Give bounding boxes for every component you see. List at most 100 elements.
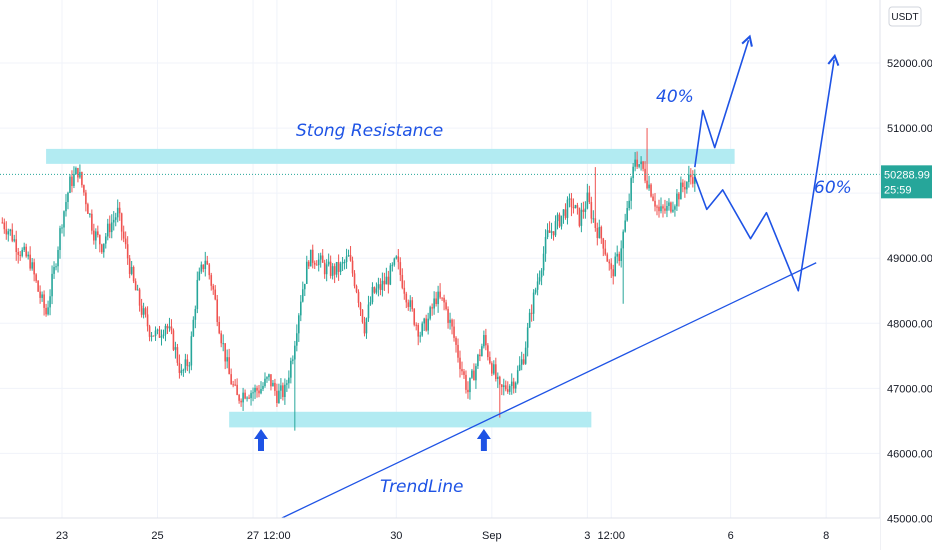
candle-body: [672, 209, 674, 212]
projection-path-40[interactable]: [694, 34, 753, 168]
time-tick-label: 12:00: [263, 530, 291, 542]
candle-body: [198, 271, 201, 280]
candle-body: [516, 370, 519, 383]
countdown-label: 25:59: [884, 184, 912, 196]
candle-body: [566, 199, 569, 218]
candle-body: [63, 211, 65, 228]
candle-body: [45, 307, 47, 315]
candle-body: [47, 307, 49, 315]
candle-body: [144, 308, 147, 315]
candle-body: [69, 176, 71, 193]
candle-body: [508, 386, 511, 392]
candle-body: [186, 359, 189, 366]
candle-body: [71, 176, 73, 186]
currency-badge[interactable]: [888, 6, 922, 27]
candle-body: [429, 307, 431, 319]
candle-body: [514, 382, 517, 389]
candle-body: [682, 182, 684, 187]
time-tick-label: 23: [56, 530, 68, 542]
candle-body: [156, 329, 159, 331]
candle-body: [550, 231, 553, 233]
candle-body: [79, 172, 81, 178]
candle-body: [29, 254, 31, 269]
candle-body: [331, 266, 334, 276]
candle-body: [437, 291, 439, 305]
time-axis[interactable]: 23 25 27 12:00 30 Sep 3 12:00 6 8: [0, 517, 880, 550]
candle-body: [500, 384, 503, 388]
candle-body: [268, 374, 270, 378]
candle-body: [626, 208, 628, 221]
trendline-label: TrendLine: [380, 477, 464, 497]
candle-body: [216, 299, 219, 322]
candle-body: [485, 335, 487, 346]
candle-body: [347, 255, 350, 257]
candle-body: [598, 226, 601, 239]
price-axis[interactable]: 45000.00 46000.00 47000.00 48000.00 49000.00…: [879, 0, 932, 550]
candle-body: [282, 385, 284, 398]
candle-body: [576, 205, 579, 208]
candle-body: [455, 337, 457, 345]
candle-body: [423, 318, 425, 324]
candle-body: [166, 325, 169, 329]
candle-body: [104, 236, 107, 244]
candle-body: [540, 270, 543, 278]
candle-body: [124, 238, 127, 245]
candle-body: [467, 389, 469, 393]
price-tick-label: 52000.00: [887, 58, 932, 70]
candle-body: [319, 255, 322, 260]
candle-body: [570, 198, 573, 208]
candle-body: [489, 357, 491, 364]
candle-body: [664, 208, 666, 211]
candle-body: [250, 393, 252, 399]
candle-body: [441, 297, 443, 299]
candle-body: [586, 192, 589, 209]
candle-body: [481, 346, 483, 357]
candle-body: [451, 319, 453, 327]
resistance-zone[interactable]: [46, 148, 735, 164]
candle-body: [280, 385, 282, 391]
zones-layer: [46, 148, 735, 428]
time-tick-label: 30: [390, 530, 402, 542]
projection-path-60[interactable]: [694, 53, 840, 292]
candle-body: [134, 281, 137, 291]
candle-body: [142, 308, 145, 315]
candle-body: [13, 239, 16, 241]
candle-body: [624, 220, 626, 232]
candle-body: [425, 318, 427, 331]
candle-body: [242, 392, 244, 403]
candle-body: [431, 307, 433, 309]
candle-body: [23, 246, 25, 250]
candle-body: [222, 343, 224, 345]
candle-body: [630, 178, 632, 201]
candle-body: [473, 370, 475, 381]
candle-body: [3, 222, 6, 230]
candle-body: [628, 200, 630, 209]
last-price-tag: [881, 165, 932, 199]
candle-body: [95, 231, 97, 241]
time-axis-bg: [0, 518, 880, 550]
trendline[interactable]: [280, 262, 817, 520]
candle-body: [502, 385, 505, 388]
candle-body: [210, 275, 213, 286]
candle-body: [15, 239, 18, 252]
time-tick-label: 6: [728, 530, 734, 542]
candle-body: [325, 264, 328, 275]
candle-body: [359, 302, 362, 310]
candle-body: [658, 206, 660, 212]
candle-body: [176, 347, 179, 363]
candle-body: [41, 294, 43, 298]
candle-body: [578, 207, 581, 226]
candle-body: [260, 389, 262, 394]
candle-body: [53, 267, 55, 274]
label-60-percent: 60%: [814, 178, 852, 198]
drawings-layer: Stong Resistance TrendLine 40% 60%: [0, 34, 880, 520]
candle-body: [419, 335, 421, 337]
candle-body: [83, 185, 85, 193]
support-zone[interactable]: [229, 411, 592, 428]
candle-body: [258, 390, 260, 394]
candle-body: [574, 205, 577, 209]
candle-body: [433, 298, 435, 309]
candle-body: [270, 374, 272, 387]
